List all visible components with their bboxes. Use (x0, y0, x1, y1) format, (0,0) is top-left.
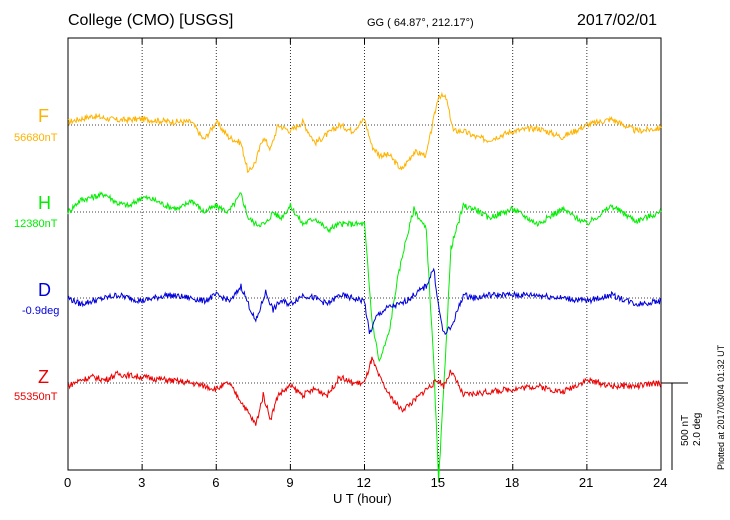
baseline-label-h: 12380nT (14, 218, 58, 230)
plotted-at-note: Plotted at 2017/03/04 01:32 UT (716, 344, 726, 470)
x-tick-label: 3 (138, 475, 146, 490)
x-tick-label: 24 (653, 475, 668, 490)
trace-z (67, 356, 662, 426)
trace-f (67, 91, 662, 173)
x-tick-label: 6 (212, 475, 220, 490)
x-tick-label: 9 (286, 475, 294, 490)
channel-label-d: D (38, 280, 51, 300)
channel-label-h: H (38, 193, 51, 213)
x-tick-label: 0 (64, 475, 72, 490)
x-tick-label: 15 (430, 475, 446, 490)
x-axis-ticks (67, 38, 662, 470)
plot-date: 2017/02/01 (577, 12, 658, 29)
channel-label-f: F (38, 106, 49, 126)
station-title: College (CMO) [USGS] (68, 12, 234, 29)
traces (67, 91, 662, 483)
x-tick-label: 12 (356, 475, 371, 490)
x-tick-label: 18 (504, 475, 520, 490)
geo-coordinates: GG ( 64.87°, 212.17°) (367, 17, 474, 29)
baseline-label-f: 56680nT (14, 132, 58, 144)
x-tick-label: 21 (578, 475, 594, 490)
x-axis-label: U T (hour) (333, 491, 392, 506)
baseline-label-d: -0.9deg (22, 305, 60, 317)
channel-label-z: Z (38, 367, 49, 387)
baseline-label-z: 55350nT (14, 391, 58, 403)
scale-bar-label-nt: 500 nT (680, 414, 691, 446)
vertical-gridlines (141, 38, 588, 470)
scale-bar (661, 382, 688, 470)
trace-h (67, 190, 662, 483)
trace-d (67, 267, 662, 336)
scale-bar-label-deg: 2.0 deg (692, 412, 703, 446)
